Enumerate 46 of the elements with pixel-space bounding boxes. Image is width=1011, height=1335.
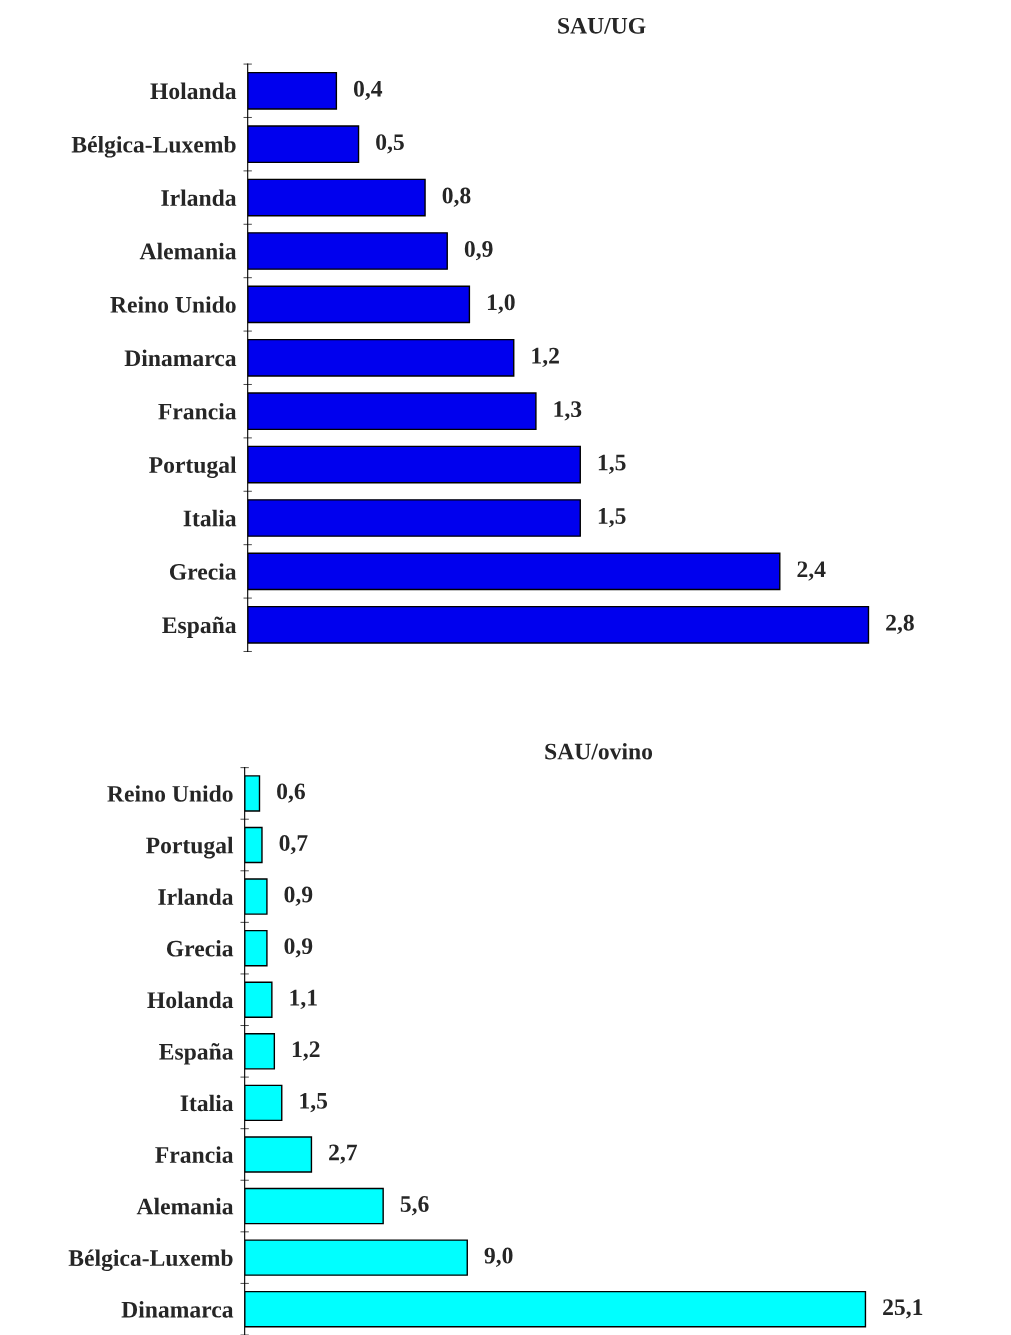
y-tick-label: Holanda	[150, 82, 237, 100]
data-label: 0,8	[442, 187, 471, 207]
data-label: 1,1	[290, 989, 317, 1010]
y-tick-label: Reino Unido	[107, 785, 233, 802]
y-tick-label: Francia	[155, 1146, 234, 1163]
data-label: 2,4	[797, 561, 826, 581]
y-tick-label: España	[159, 1043, 234, 1065]
data-label: 1,2	[532, 347, 559, 368]
data-label: 0,7	[279, 834, 308, 855]
y-tick-label: Francia	[158, 402, 237, 420]
data-label: 2,8	[886, 614, 914, 635]
y-tick-label: Grecia	[169, 563, 237, 580]
chart-title: SAU/ovino	[545, 742, 653, 760]
y-tick-label: Alemania	[136, 1197, 234, 1215]
data-label: 1,2	[292, 1041, 320, 1061]
y-tick-label: Dinamarca	[121, 1301, 234, 1318]
data-label: 1,5	[300, 1092, 328, 1113]
data-label: 9,0	[484, 1247, 513, 1267]
y-tick-label: Reino Unido	[110, 296, 236, 313]
data-label: 0,9	[284, 886, 313, 906]
data-label: 25,1	[883, 1299, 923, 1319]
y-tick-label: Portugal	[149, 456, 237, 478]
data-label: 1,5	[598, 454, 626, 474]
data-label: 1,0	[487, 294, 515, 314]
data-label: 1,5	[598, 508, 626, 528]
y-tick-label: Irlanda	[158, 888, 234, 905]
chart-title: SAU/UG	[558, 17, 646, 34]
y-tick-label: Italia	[180, 1094, 234, 1112]
data-label: 0,6	[277, 783, 305, 803]
data-label: 0,9	[464, 240, 493, 261]
y-tick-label: Alemania	[139, 242, 237, 260]
data-label: 1,3	[554, 401, 582, 421]
y-tick-label: Bélgica-Luxemb	[71, 135, 236, 158]
data-label: 5,6	[400, 1196, 429, 1216]
data-label: 2,7	[329, 1144, 358, 1164]
y-tick-label: Irlanda	[161, 189, 237, 206]
data-label: 0,9	[284, 938, 313, 958]
y-tick-label: Dinamarca	[124, 349, 237, 367]
data-label: 0,5	[376, 134, 404, 154]
y-tick-label: Bélgica-Luxemb	[68, 1249, 233, 1272]
y-tick-label: España	[162, 616, 237, 639]
data-label: 0,4	[353, 80, 383, 101]
y-tick-label: Italia	[183, 509, 237, 527]
y-tick-label: Portugal	[146, 836, 234, 859]
y-tick-label: Grecia	[166, 939, 234, 957]
y-tick-label: Holanda	[147, 991, 234, 1009]
